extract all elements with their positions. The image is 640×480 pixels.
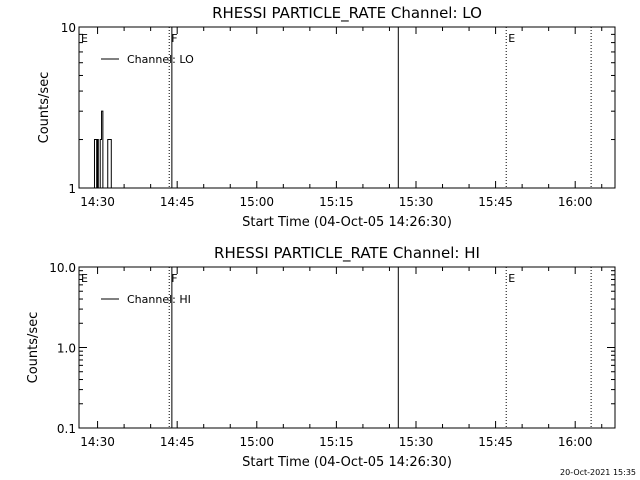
x-tick-label: 16:00 [558,195,593,209]
y-tick-label: 0.1 [57,422,76,436]
plot-frame [78,266,616,429]
event-marker-label: E [81,32,88,45]
x-tick-label: 15:00 [239,195,274,209]
timestamp-label: 20-Oct-2021 15:35 [560,468,636,477]
x-axis-label: Start Time (04-Oct-05 14:26:30) [242,215,452,230]
x-tick-label: 14:45 [160,435,195,449]
chart-title: RHESSI PARTICLE_RATE Channel: HI [214,244,480,263]
y-tick-label: 1 [68,182,76,196]
x-tick-label: 15:45 [478,195,513,209]
x-tick-label: 14:30 [80,195,115,209]
event-marker-label: E [508,32,515,45]
chart-title: RHESSI PARTICLE_RATE Channel: LO [212,4,482,23]
x-tick-label: 15:45 [478,435,513,449]
x-tick-label: 15:30 [399,195,434,209]
y-axis-label: Counts/sec [26,312,41,384]
x-tick-label: 15:15 [319,195,354,209]
event-marker-label: E [81,272,88,285]
hi-channel-chart: RHESSI PARTICLE_RATE Channel: HI 14:30 14:… [26,244,616,470]
x-tick-label: 16:00 [558,435,593,449]
y-tick-label: 10.0 [49,261,76,275]
x-tick-label: 15:00 [239,435,274,449]
plot-frame [78,26,616,189]
event-marker-label: E [508,272,515,285]
event-marker-label: F [171,272,177,285]
x-tick-label: 15:15 [319,435,354,449]
legend-label: Channel: HI [127,293,191,306]
lo-channel-chart: RHESSI PARTICLE_RATE Channel: LO 14:30 14:… [37,4,616,230]
x-tick-label: 14:45 [160,195,195,209]
x-tick-label: 15:30 [399,435,434,449]
x-tick-label: 14:30 [80,435,115,449]
series-line [93,110,117,188]
y-axis-label: Counts/sec [37,72,52,144]
event-marker-label: F [171,32,177,45]
y-tick-label: 10 [61,21,76,35]
legend-label: Channel: LO [127,53,194,66]
y-tick-label: 1.0 [57,342,76,356]
x-axis-label: Start Time (04-Oct-05 14:26:30) [242,455,452,470]
